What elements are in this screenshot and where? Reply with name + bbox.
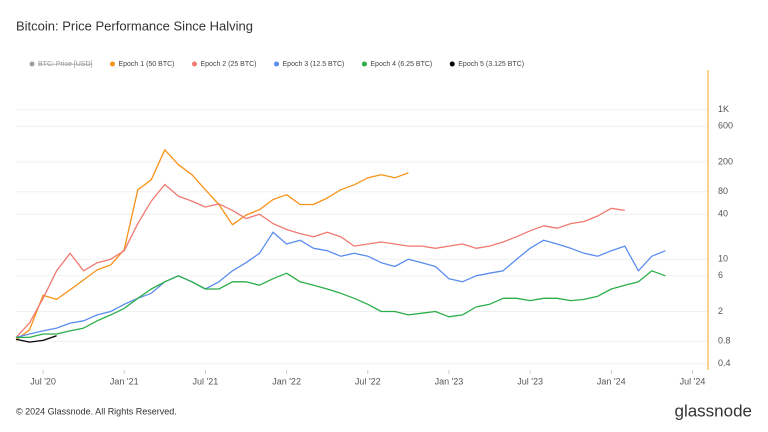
legend-marker [361, 61, 367, 67]
y-tick-label: 40 [718, 209, 728, 219]
x-tick-label: Jul '20 [30, 376, 56, 386]
x-tick-label: Jan '22 [272, 376, 301, 386]
series-line [15, 335, 57, 343]
legend-label[interactable]: Epoch 2 (25 BTC) [200, 61, 256, 68]
legend-label[interactable]: Epoch 3 (12.5 BTC) [283, 61, 345, 68]
y-tick-label: 1K [718, 104, 729, 114]
legend-label[interactable]: Epoch 4 (6.25 BTC) [370, 61, 432, 68]
legend-marker [109, 61, 115, 67]
legend-label[interactable]: BTC: Price [USD] [38, 61, 93, 68]
legend-marker [449, 61, 455, 67]
x-tick-label: Jan '24 [597, 376, 626, 386]
x-tick-label: Jan '23 [435, 376, 464, 386]
y-tick-label: 6 [718, 270, 723, 280]
legend-label[interactable]: Epoch 1 (50 BTC) [118, 61, 174, 68]
series-line [16, 270, 666, 339]
y-tick-label: 80 [718, 186, 728, 196]
footer: © 2024 Glassnode. All Rights Reserved. [16, 406, 177, 416]
legend-marker [191, 61, 197, 67]
y-tick-label: 0.8 [718, 336, 731, 346]
x-tick-label: Jul '22 [355, 376, 381, 386]
y-tick-label: 2 [718, 306, 723, 316]
chart-title: Bitcoin: Price Performance Since Halving [16, 18, 253, 33]
series-line [15, 183, 625, 338]
legend-marker [29, 61, 35, 67]
y-tick-label: 200 [718, 156, 733, 166]
series-line [15, 149, 409, 341]
y-tick-label: 10 [718, 254, 728, 264]
brand: glassnode [674, 401, 752, 420]
x-tick-label: Jul '23 [517, 376, 543, 386]
y-tick-label: 600 [718, 121, 733, 131]
legend-marker [274, 61, 280, 67]
x-tick-label: Jul '21 [193, 376, 219, 386]
x-tick-label: Jan '21 [110, 376, 139, 386]
legend-label[interactable]: Epoch 5 (3.125 BTC) [458, 61, 524, 68]
series-line [15, 231, 666, 339]
x-tick-label: Jul '24 [680, 376, 706, 386]
y-tick-label: 0.4 [718, 358, 731, 368]
